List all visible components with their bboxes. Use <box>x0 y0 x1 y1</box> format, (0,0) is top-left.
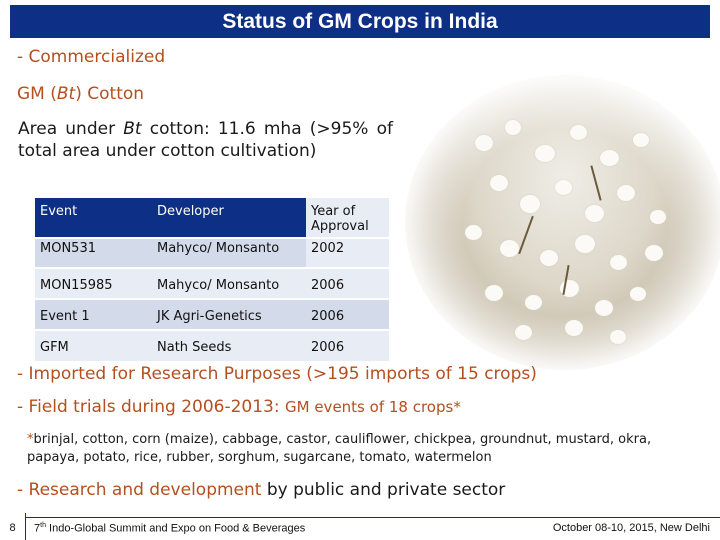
imported-prefix: - Imported for Research Purposes <box>17 364 307 384</box>
table-header-row: Event Developer Year of Approval <box>35 198 389 238</box>
table-row: MON531 Mahyco/ Monsanto 2002 <box>35 237 389 268</box>
table-row: MON15985 Mahyco/ Monsanto 2006 <box>35 267 389 299</box>
research-line: - Research and development by public and… <box>17 480 505 500</box>
field-trials-prefix: - Field trials during 2006-2013: <box>17 397 285 417</box>
event-name: 7th Indo-Global Summit and Expo on Food … <box>34 522 305 535</box>
field-trials-highlight: GM events of 18 crops* <box>285 398 461 416</box>
cell-event: MON15985 <box>35 267 152 299</box>
cell-developer: JK Agri-Genetics <box>152 298 306 330</box>
area-suffix: cotton: 11.6 mha (>95% of total area und… <box>18 119 393 161</box>
header-developer: Developer <box>152 198 306 238</box>
area-italic: Bt <box>123 119 142 139</box>
area-statement: Area under Bt cotton: 11.6 mha (>95% of … <box>18 118 393 162</box>
cell-year: 2002 <box>306 237 389 268</box>
area-prefix: Area under <box>18 119 124 139</box>
crop-heading-italic: Bt <box>56 84 76 104</box>
slide-title: Status of GM Crops in India <box>222 9 498 33</box>
research-prefix: - Research and development <box>17 480 267 500</box>
cotton-field-photo <box>405 75 720 370</box>
cell-developer: Mahyco/ Monsanto <box>152 267 306 299</box>
event-date-place: October 08-10, 2015, New Delhi <box>552 522 710 534</box>
title-bar: Status of GM Crops in India <box>10 5 710 38</box>
slide-footer: 8 7th Indo-Global Summit and Expo on Foo… <box>0 513 720 540</box>
cell-event: GFM <box>35 329 152 361</box>
crop-heading: GM (Bt) Cotton <box>17 84 144 104</box>
commercialized-heading: - Commercialized <box>17 47 166 67</box>
table-row: Event 1 JK Agri-Genetics 2006 <box>35 298 389 330</box>
footnote-text: brinjal, cotton, corn (maize), cabbage, … <box>27 432 652 465</box>
header-year: Year of Approval <box>306 198 389 238</box>
crops-footnote: *brinjal, cotton, corn (maize), cabbage,… <box>27 431 697 467</box>
cell-year: 2006 <box>306 267 389 299</box>
field-trials-line: - Field trials during 2006-2013: GM even… <box>17 397 461 417</box>
footnote-star: * <box>27 432 34 447</box>
event-num: 7 <box>34 522 41 535</box>
page-number: 8 <box>0 513 26 540</box>
cell-developer: Nath Seeds <box>152 329 306 361</box>
research-dark: by public and private sector <box>266 480 506 500</box>
imported-highlight: (>195 imports of 15 crops) <box>306 364 537 384</box>
cell-year: 2006 <box>306 329 389 361</box>
footer-divider <box>26 517 720 518</box>
crop-heading-suffix: ) Cotton <box>75 84 145 104</box>
event-sup: th <box>40 522 46 529</box>
crop-heading-prefix: GM ( <box>17 84 57 104</box>
cell-event: Event 1 <box>35 298 152 330</box>
imported-line: - Imported for Research Purposes (>195 i… <box>17 364 537 384</box>
cell-developer: Mahyco/ Monsanto <box>152 237 306 268</box>
events-table: Event Developer Year of Approval MON531 … <box>35 198 389 361</box>
event-rest: Indo-Global Summit and Expo on Food & Be… <box>45 522 306 535</box>
header-event: Event <box>35 198 152 238</box>
cell-year: 2006 <box>306 298 389 330</box>
cell-event: MON531 <box>35 237 152 268</box>
table-row: GFM Nath Seeds 2006 <box>35 329 389 361</box>
